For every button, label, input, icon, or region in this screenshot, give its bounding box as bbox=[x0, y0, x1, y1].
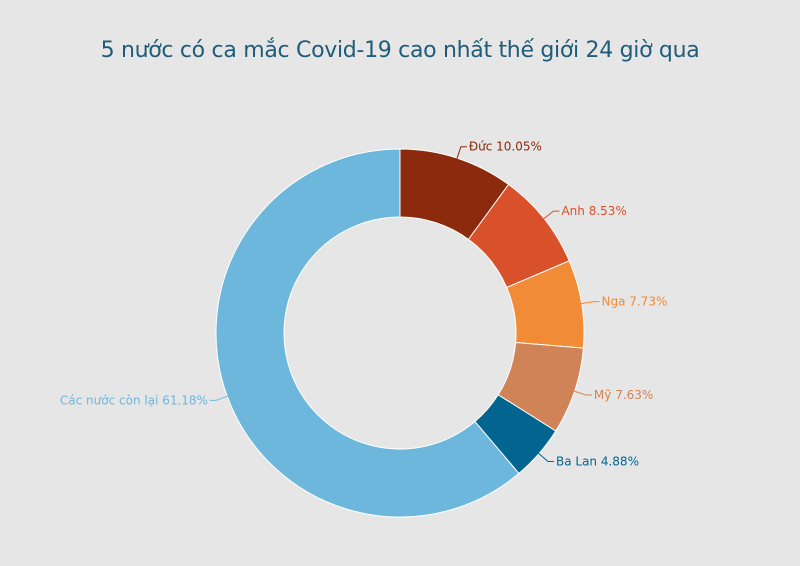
leader-line-my bbox=[573, 390, 592, 396]
slice-cac-nuoc-con-lai bbox=[215, 148, 520, 518]
donut-slices bbox=[215, 148, 585, 518]
slice-label-anh: Anh 8.53% bbox=[561, 204, 626, 218]
leader-line-nga bbox=[580, 301, 600, 305]
leader-line-cac-nuoc-con-lai bbox=[209, 395, 229, 401]
leader-line-duc bbox=[456, 146, 467, 160]
label-leaders bbox=[209, 146, 600, 463]
chart-title: 5 nước có ca mắc Covid-19 cao nhất thế g… bbox=[100, 38, 700, 63]
leader-line-anh bbox=[542, 210, 560, 220]
leader-line-ba-lan bbox=[537, 452, 554, 463]
slice-label-ba-lan: Ba Lan 4.88% bbox=[556, 455, 639, 469]
slice-label-duc: Đức 10.05% bbox=[469, 140, 542, 154]
slice-label-nga: Nga 7.73% bbox=[601, 295, 667, 309]
slice-labels: Đức 10.05% Anh 8.53% Nga 7.73% Mỹ 7.63% Ba L… bbox=[60, 140, 667, 469]
slice-label-cac-nuoc-con-lai: Các nước còn lại 61.18% bbox=[60, 393, 208, 407]
slice-label-my: Mỹ 7.63% bbox=[594, 388, 653, 402]
